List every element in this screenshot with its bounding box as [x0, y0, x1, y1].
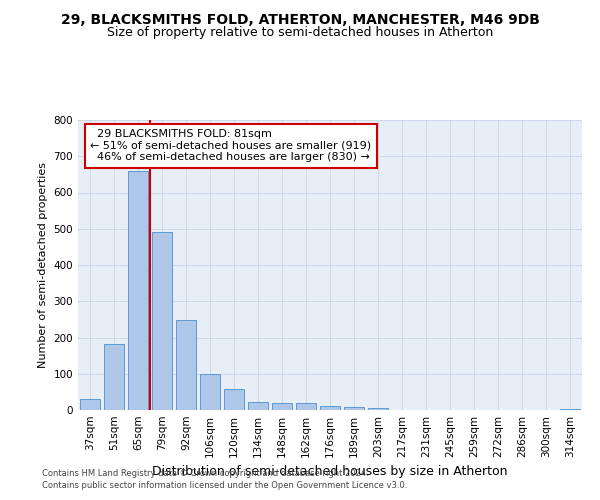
Bar — [200, 374, 220, 410]
Bar — [272, 404, 292, 410]
Bar — [224, 390, 244, 410]
Y-axis label: Number of semi-detached properties: Number of semi-detached properties — [38, 162, 48, 368]
Bar — [176, 320, 196, 410]
Bar — [128, 171, 148, 410]
Text: 29, BLACKSMITHS FOLD, ATHERTON, MANCHESTER, M46 9DB: 29, BLACKSMITHS FOLD, ATHERTON, MANCHEST… — [61, 12, 539, 26]
Text: Size of property relative to semi-detached houses in Atherton: Size of property relative to semi-detach… — [107, 26, 493, 39]
Text: 29 BLACKSMITHS FOLD: 81sqm
← 51% of semi-detached houses are smaller (919)
  46%: 29 BLACKSMITHS FOLD: 81sqm ← 51% of semi… — [90, 129, 371, 162]
Text: Contains HM Land Registry data © Crown copyright and database right 2024.: Contains HM Land Registry data © Crown c… — [42, 468, 368, 477]
Bar — [560, 408, 580, 410]
Bar — [104, 344, 124, 410]
Text: Contains public sector information licensed under the Open Government Licence v3: Contains public sector information licen… — [42, 481, 407, 490]
Bar — [248, 402, 268, 410]
Bar — [80, 399, 100, 410]
Bar — [344, 407, 364, 410]
X-axis label: Distribution of semi-detached houses by size in Atherton: Distribution of semi-detached houses by … — [152, 466, 508, 478]
Bar — [152, 232, 172, 410]
Bar — [368, 408, 388, 410]
Bar — [320, 406, 340, 410]
Bar — [296, 404, 316, 410]
